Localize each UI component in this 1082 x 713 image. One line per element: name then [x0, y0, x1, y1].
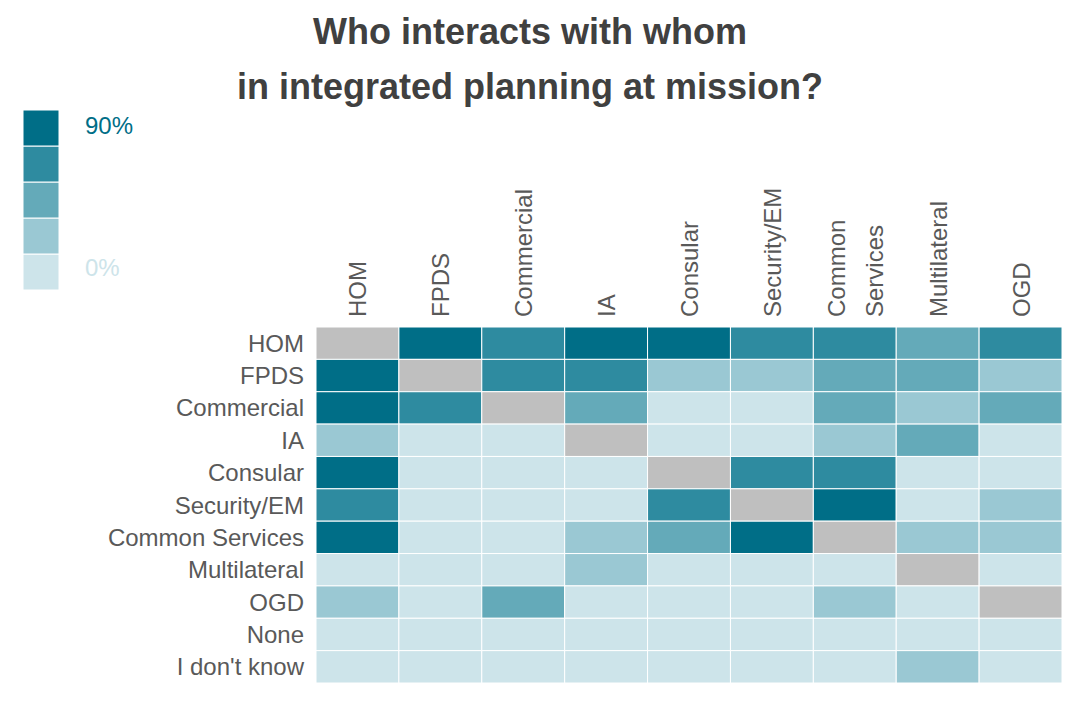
svg-text:Security/EM: Security/EM	[759, 188, 786, 317]
svg-text:Who interacts with whom: Who interacts with whom	[313, 11, 747, 52]
svg-text:Common Services: Common Services	[108, 524, 304, 551]
svg-text:Services: Services	[861, 225, 888, 317]
svg-text:FPDS: FPDS	[427, 253, 454, 317]
svg-text:0%: 0%	[85, 254, 120, 281]
svg-text:90%: 90%	[85, 112, 133, 139]
svg-text:I don't know: I don't know	[177, 653, 305, 680]
svg-text:Multilateral: Multilateral	[188, 556, 304, 583]
svg-text:Consular: Consular	[208, 459, 304, 486]
svg-text:Consular: Consular	[676, 221, 703, 317]
svg-text:HOM: HOM	[248, 330, 304, 357]
svg-text:Multilateral: Multilateral	[925, 201, 952, 317]
svg-text:in integrated planning at miss: in integrated planning at mission?	[237, 66, 823, 107]
svg-text:None: None	[247, 621, 304, 648]
svg-text:Commercial: Commercial	[510, 189, 537, 317]
svg-text:Security/EM: Security/EM	[175, 492, 304, 519]
svg-text:Common: Common	[823, 220, 850, 317]
svg-text:OGD: OGD	[249, 589, 304, 616]
svg-text:Commercial: Commercial	[176, 394, 304, 421]
svg-text:IA: IA	[281, 427, 304, 454]
svg-text:FPDS: FPDS	[240, 362, 304, 389]
svg-text:HOM: HOM	[344, 261, 371, 317]
svg-text:OGD: OGD	[1008, 262, 1035, 317]
svg-text:IA: IA	[593, 294, 620, 317]
